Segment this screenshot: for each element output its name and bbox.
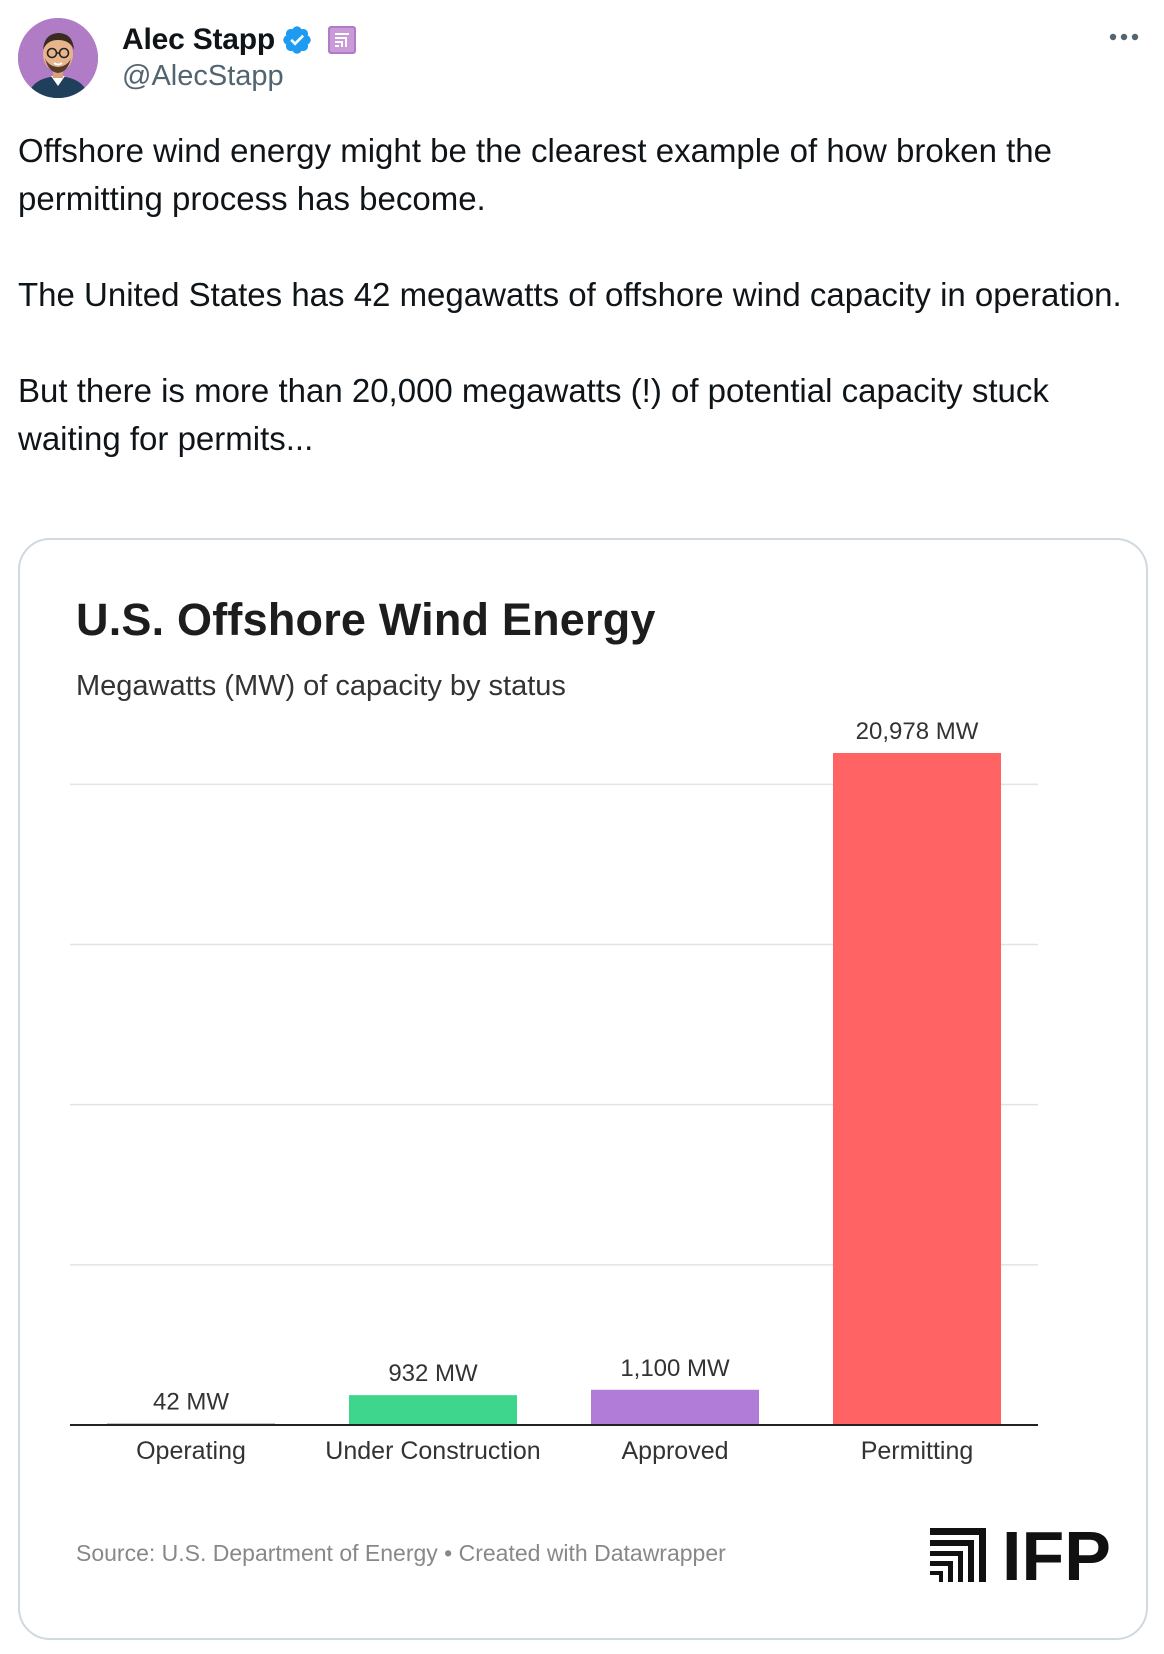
more-options-button[interactable]	[1102, 22, 1146, 52]
avatar-illustration	[18, 18, 98, 98]
tweet-text: Offshore wind energy might be the cleare…	[18, 127, 1148, 463]
ifp-logo: IFP	[930, 1522, 1111, 1586]
data-label: 20,978 MW	[856, 718, 979, 745]
data-label: 1,100 MW	[620, 1355, 730, 1382]
chart-subtitle: Megawatts (MW) of capacity by status	[76, 670, 566, 702]
category-label: Permitting	[861, 1437, 974, 1465]
more-options-icon	[1109, 33, 1139, 41]
ifp-logo-text: IFP	[1002, 1522, 1111, 1586]
category-label: Under Construction	[325, 1437, 540, 1465]
author-handle[interactable]: @AlecStapp	[122, 60, 284, 92]
chart-title: U.S. Offshore Wind Energy	[76, 594, 656, 645]
bar-chart: 42 MW Operating 932 MW Under Construction 1,…	[70, 718, 1038, 1465]
bar	[349, 1395, 517, 1425]
chart-source: Source: U.S. Department of Energy • Crea…	[76, 1540, 726, 1566]
category-label: Approved	[621, 1437, 728, 1465]
bar	[591, 1389, 759, 1425]
author-name-row: Alec Stapp	[122, 20, 357, 60]
author-name[interactable]: Alec Stapp	[122, 23, 276, 56]
tweet-paragraph: But there is more than 20,000 megawatts …	[18, 372, 1049, 457]
author-avatar[interactable]	[18, 18, 98, 98]
category-label: Operating	[136, 1437, 246, 1465]
tweet-paragraph: Offshore wind energy might be the cleare…	[18, 132, 1052, 217]
data-label: 932 MW	[388, 1360, 478, 1387]
tweet-paragraph: The United States has 42 megawatts of of…	[18, 276, 1122, 313]
affiliate-badge-icon[interactable]	[327, 25, 357, 55]
tweet-media-card[interactable]: U.S. Offshore Wind Energy Megawatts (MW)…	[18, 538, 1148, 1640]
bar	[833, 753, 1001, 1425]
verified-badge-icon[interactable]	[281, 24, 313, 56]
data-label: 42 MW	[153, 1389, 229, 1416]
